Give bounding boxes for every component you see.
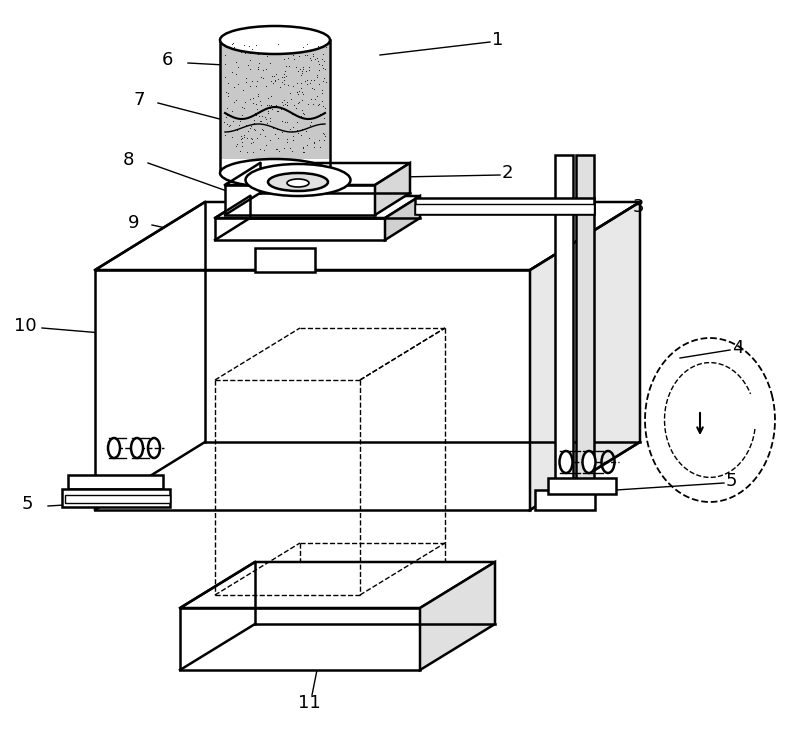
- Bar: [555, 155, 573, 490]
- Bar: [225, 185, 375, 215]
- Polygon shape: [375, 163, 410, 215]
- Text: 6: 6: [162, 51, 174, 69]
- Polygon shape: [215, 196, 420, 218]
- Text: 4: 4: [732, 339, 743, 357]
- Bar: [65, 495, 170, 503]
- Polygon shape: [420, 562, 495, 670]
- Bar: [180, 608, 420, 670]
- Bar: [221, 42, 329, 159]
- Bar: [548, 478, 616, 494]
- Text: 10: 10: [14, 317, 37, 335]
- Ellipse shape: [287, 179, 309, 187]
- Ellipse shape: [268, 173, 328, 191]
- Ellipse shape: [582, 451, 595, 473]
- Bar: [68, 475, 163, 489]
- Ellipse shape: [246, 164, 350, 196]
- Polygon shape: [180, 562, 495, 608]
- Bar: [415, 204, 594, 214]
- Bar: [576, 155, 594, 490]
- Ellipse shape: [220, 26, 330, 54]
- Text: 9: 9: [128, 214, 139, 232]
- Bar: [95, 270, 530, 510]
- Text: 3: 3: [633, 198, 645, 216]
- Bar: [535, 490, 595, 510]
- Polygon shape: [95, 202, 640, 270]
- Text: 2: 2: [502, 164, 514, 182]
- Text: 1: 1: [492, 31, 503, 49]
- Text: 7: 7: [133, 91, 145, 109]
- Ellipse shape: [220, 159, 330, 187]
- Bar: [215, 218, 385, 240]
- Text: 8: 8: [123, 151, 134, 169]
- Polygon shape: [385, 196, 420, 240]
- Ellipse shape: [131, 438, 143, 458]
- Ellipse shape: [559, 451, 573, 473]
- Bar: [255, 248, 315, 272]
- Bar: [62, 489, 170, 507]
- Text: 11: 11: [298, 694, 321, 712]
- Text: 5: 5: [22, 495, 34, 513]
- Polygon shape: [530, 202, 640, 510]
- Polygon shape: [225, 163, 410, 185]
- Bar: [415, 198, 594, 214]
- Ellipse shape: [108, 438, 120, 458]
- Text: 5: 5: [726, 472, 738, 490]
